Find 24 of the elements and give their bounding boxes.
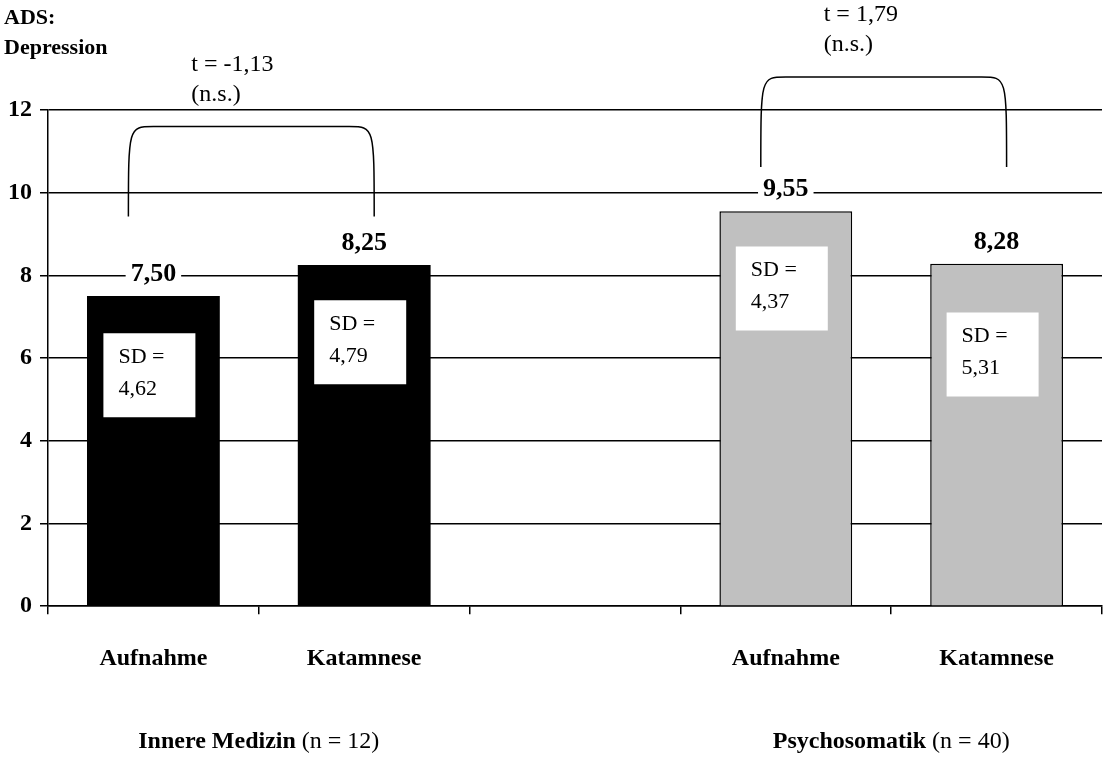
- y-tick-label: 0: [20, 591, 32, 618]
- y-tick-label: 2: [20, 508, 32, 535]
- y-tick-label: 12: [8, 95, 32, 122]
- y-tick-label: 4: [20, 426, 32, 452]
- text: t = 1,79 (n.s.): [823, 0, 898, 57]
- text: Psychosomatik (n = 40): [772, 727, 1010, 754]
- annotation: SD = 4,37: [750, 256, 797, 314]
- annotation: SD = 4,79: [329, 309, 376, 367]
- text: Innere Medizin (n = 12): [138, 727, 380, 754]
- y-tick-label: 10: [8, 177, 32, 204]
- data-label: 8,28: [973, 225, 1020, 255]
- data-label: 8,25: [341, 226, 387, 256]
- annotation: SD = 5,31: [961, 322, 1008, 380]
- annotation: SD = 4,62: [118, 343, 165, 401]
- x-tick-label: Katamnese: [939, 643, 1055, 670]
- y-tick-label: 6: [20, 343, 32, 370]
- data-label: 9,55: [763, 173, 809, 203]
- x-tick-label: Katamnese: [306, 643, 422, 670]
- y-tick-label: 8: [20, 260, 32, 287]
- x-tick-label: Aufnahme: [731, 643, 841, 670]
- data-label: 7,50: [130, 257, 177, 287]
- x-tick-label: Aufnahme: [99, 643, 208, 670]
- chart-title: ADS: Depression: [4, 3, 109, 61]
- text: t = -1,13 (n.s.): [191, 49, 274, 106]
